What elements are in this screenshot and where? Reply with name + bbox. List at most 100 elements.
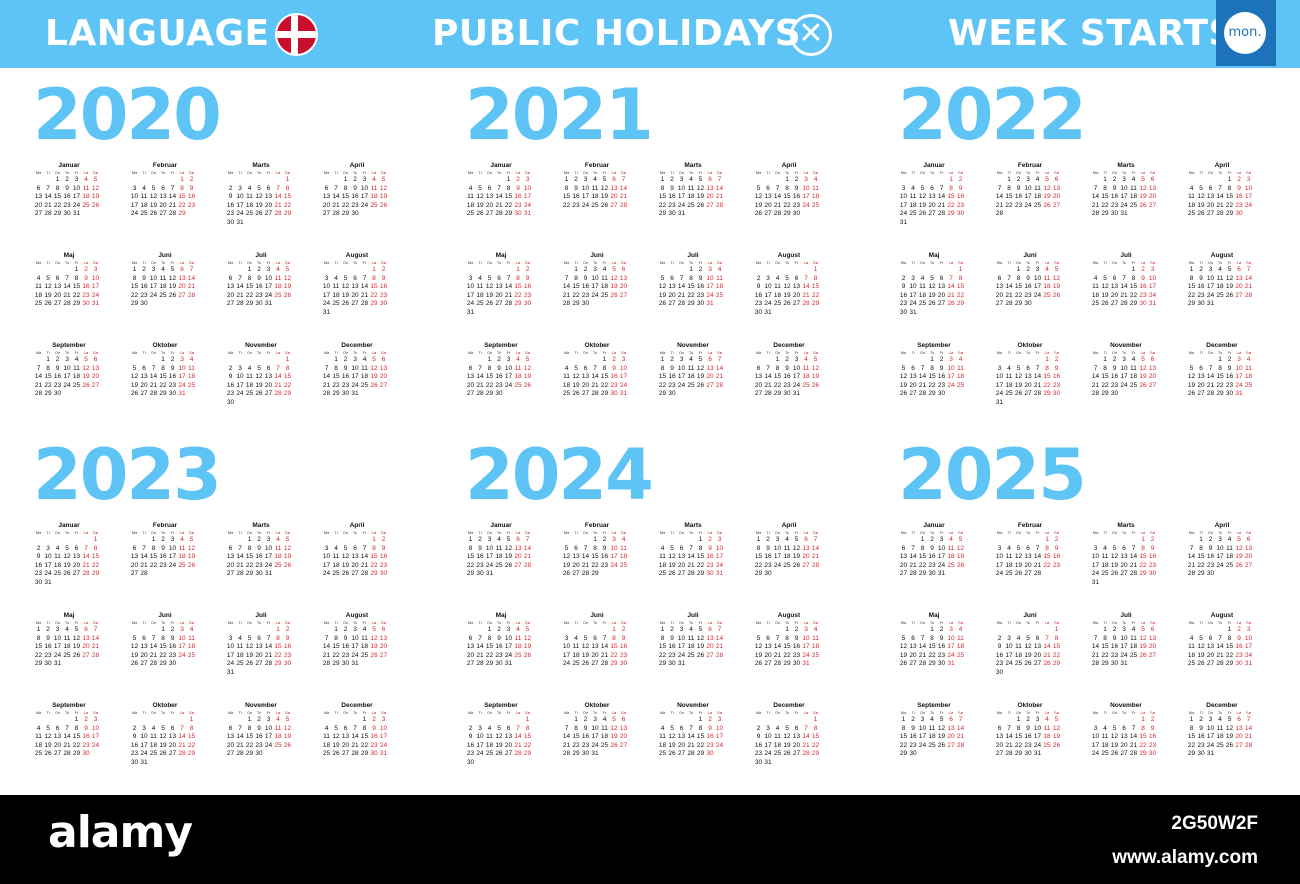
day-cell: 29 (572, 750, 580, 758)
close-x-icon[interactable]: ✕ (790, 14, 832, 56)
day-cell: 22 (1129, 291, 1138, 299)
day-cell: 5 (1016, 364, 1021, 372)
day-cell: 13 (899, 553, 908, 561)
month-name: Marts (684, 522, 702, 529)
day-cell: 17 (236, 381, 244, 389)
day-cell: 2 (756, 724, 761, 732)
day-cell: 6 (794, 724, 799, 732)
day-cell: 30 (1148, 750, 1157, 758)
day-cell: 8 (1103, 634, 1107, 642)
day-cell: 1 (930, 356, 934, 363)
day-cell: 27 (264, 390, 273, 398)
day-cell: 16 (668, 193, 676, 201)
day-cell: 11 (35, 733, 42, 741)
day-cell: 13 (466, 373, 475, 381)
day-cell: 8 (74, 724, 79, 732)
day-cell: 26 (610, 291, 618, 299)
day-cell: 4 (1227, 536, 1232, 543)
weekday-header: Fr (1035, 170, 1040, 175)
day-cell: 12 (1225, 724, 1234, 732)
day-cell: 25 (149, 750, 158, 758)
day-cell: 20 (379, 373, 388, 381)
day-cell: 3 (997, 544, 1002, 552)
weekday-header: Ti (478, 620, 482, 625)
day-cell: 10 (379, 724, 388, 732)
day-cell: 29 (187, 750, 196, 758)
day-cell: 28 (236, 750, 244, 758)
day-cell: 23 (53, 381, 62, 389)
month-name: Juli (1120, 612, 1132, 619)
day-cell: 30 (1110, 390, 1119, 398)
denmark-flag-icon[interactable] (275, 13, 318, 56)
day-cell: 10 (264, 544, 273, 552)
weekday-header: Ma (659, 170, 666, 175)
month-name: August (345, 252, 369, 259)
day-cell: 29 (485, 660, 494, 668)
day-cell: 15 (811, 283, 820, 291)
day-cell: 3 (180, 356, 184, 363)
day-cell: 21 (514, 741, 522, 749)
day-cell: 24 (610, 561, 618, 569)
day-cell: 14 (773, 193, 782, 201)
day-cell: 1 (372, 266, 376, 273)
day-cell: 17 (995, 381, 1004, 389)
day-cell: 2 (84, 716, 88, 723)
weekday-header: Fr (939, 530, 944, 535)
day-cell: 11 (957, 364, 964, 372)
day-cell: 11 (1092, 283, 1099, 291)
day-cell: 10 (792, 364, 801, 372)
weekday-header: Fr (170, 350, 175, 355)
day-cell: 10 (937, 544, 946, 552)
day-cell: 19 (783, 741, 791, 749)
day-cell: 6 (180, 266, 184, 273)
day-cell: 10 (44, 553, 52, 561)
day-cell: 6 (1237, 266, 1241, 273)
day-cell: 7 (362, 544, 367, 552)
day-cell: 21 (1216, 201, 1224, 209)
weekday-header: Lø (371, 260, 377, 265)
day-cell: 28 (1033, 570, 1042, 578)
day-cell: 6 (132, 544, 137, 552)
weekday-header: Fr (602, 350, 607, 355)
day-cell: 12 (523, 634, 532, 642)
day-cell: 2 (1016, 176, 1021, 183)
day-cell: 2 (670, 176, 674, 183)
day-cell: 29 (1225, 660, 1234, 668)
day-cell: 12 (130, 373, 139, 381)
day-cell: 7 (189, 266, 194, 273)
day-cell: 2 (516, 176, 520, 183)
day-cell: 24 (322, 300, 331, 308)
day-cell: 17 (947, 373, 955, 381)
weekday-header: Ma (996, 710, 1003, 715)
day-cell: 24 (178, 651, 186, 659)
day-cell: 7 (65, 724, 69, 732)
day-cell: 5 (1103, 274, 1107, 282)
weekday-header: Fr (1227, 170, 1232, 175)
day-cell: 6 (679, 544, 684, 552)
day-cell: 20 (1235, 733, 1243, 741)
day-cell: 10 (1120, 634, 1128, 642)
day-cell: 8 (180, 184, 184, 192)
day-cell: 27 (1244, 561, 1253, 569)
weekday-header: Fr (362, 530, 367, 535)
day-cell: 22 (1139, 561, 1147, 569)
week-start-selector[interactable]: mon. (1216, 0, 1276, 66)
day-cell: 15 (899, 733, 908, 741)
day-cell: 24 (899, 210, 908, 218)
weekday-header: On (1111, 620, 1118, 625)
day-cell: 10 (715, 544, 724, 552)
weekday-header: To (352, 170, 358, 175)
day-cell: 28 (773, 660, 782, 668)
day-cell: 6 (1150, 356, 1155, 363)
day-cell: 12 (581, 643, 590, 651)
public-holidays-label: PUBLIC HOLIDAYS (432, 13, 802, 54)
day-cell: 14 (149, 373, 158, 381)
weekday-header: Ti (670, 710, 674, 715)
day-cell: 20 (909, 651, 917, 659)
month-name: December (773, 702, 805, 709)
weekday-header: Lø (275, 260, 281, 265)
day-cell: 23 (754, 750, 763, 758)
day-cell: 1 (785, 626, 789, 633)
weekday-header: Ma (35, 620, 42, 625)
weekday-header: Fr (1131, 170, 1136, 175)
